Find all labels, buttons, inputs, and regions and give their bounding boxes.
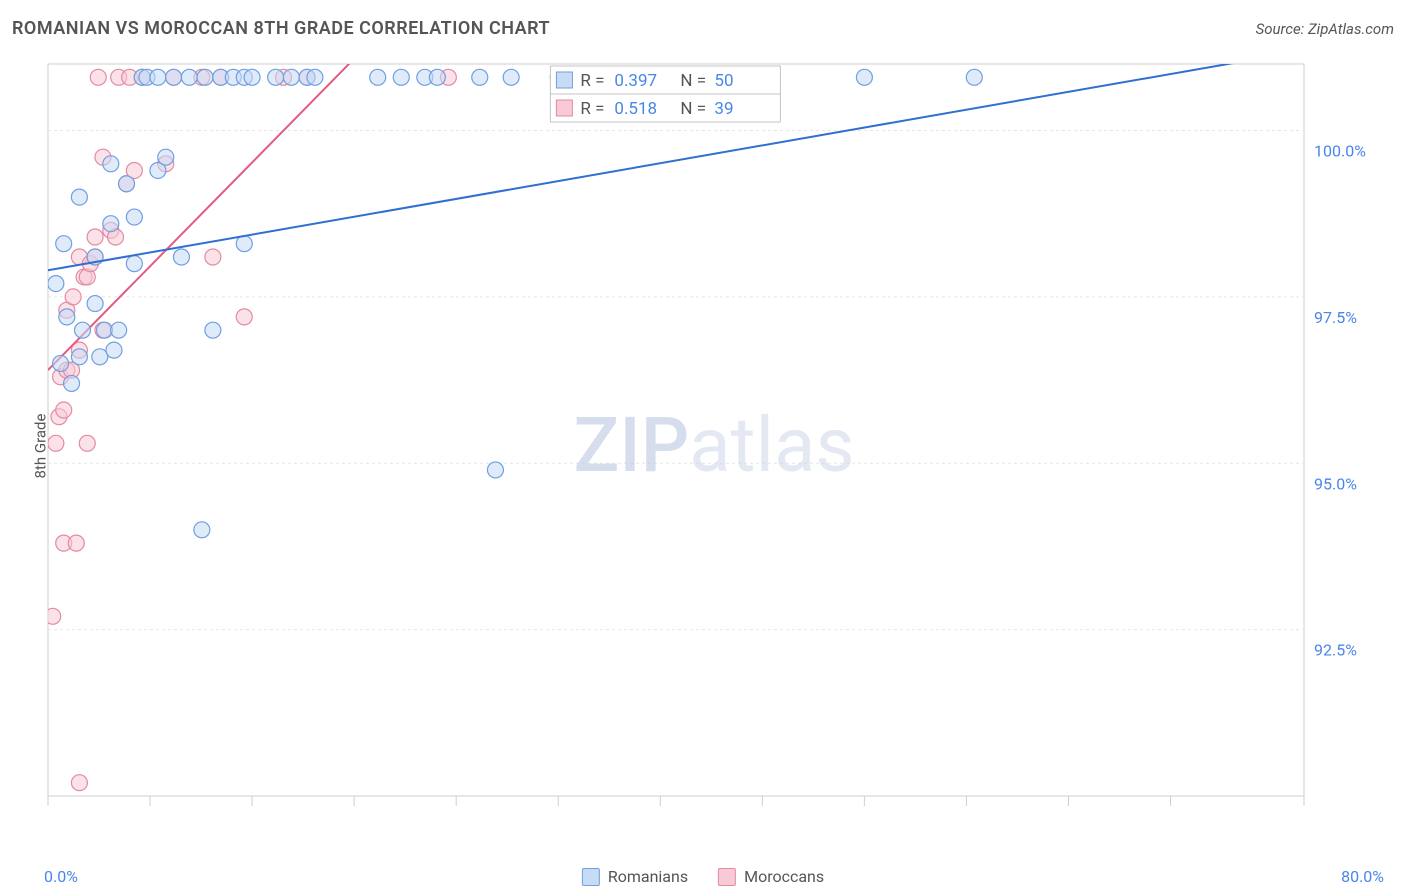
legend-swatch-romanians	[582, 868, 600, 886]
svg-text:N =: N =	[680, 71, 706, 91]
page: ROMANIAN VS MOROCCAN 8TH GRADE CORRELATI…	[0, 0, 1406, 892]
plot-area: 92.5%95.0%97.5%100.0%R = 0.397N = 50R = …	[44, 60, 1384, 830]
svg-text:0.518: 0.518	[614, 99, 657, 119]
svg-text:92.5%: 92.5%	[1314, 641, 1357, 660]
bottom-legend: Romanians Moroccans	[582, 867, 824, 886]
svg-text:97.5%: 97.5%	[1314, 308, 1357, 327]
legend-label-moroccans: Moroccans	[744, 867, 824, 886]
chart-title: ROMANIAN VS MOROCCAN 8TH GRADE CORRELATI…	[12, 18, 550, 39]
x-tick-label-max: 80.0%	[1341, 867, 1384, 886]
legend-label-romanians: Romanians	[608, 867, 688, 886]
svg-text:R =: R =	[580, 99, 604, 119]
legend-item-moroccans: Moroccans	[718, 867, 824, 886]
svg-text:R =: R =	[580, 71, 604, 91]
legend-swatch-moroccans	[718, 868, 736, 886]
svg-text:100.0%: 100.0%	[1314, 142, 1366, 161]
x-tick-label-min: 0.0%	[44, 867, 78, 886]
svg-text:50: 50	[714, 71, 733, 91]
legend-item-romanians: Romanians	[582, 867, 688, 886]
svg-text:0.397: 0.397	[614, 71, 657, 91]
svg-text:95.0%: 95.0%	[1314, 474, 1357, 493]
chart-svg: 92.5%95.0%97.5%100.0%R = 0.397N = 50R = …	[44, 60, 1384, 830]
header: ROMANIAN VS MOROCCAN 8TH GRADE CORRELATI…	[12, 18, 1394, 39]
source-label: Source: ZipAtlas.com	[1256, 20, 1394, 38]
svg-text:N =: N =	[680, 99, 706, 119]
svg-text:39: 39	[714, 99, 733, 119]
